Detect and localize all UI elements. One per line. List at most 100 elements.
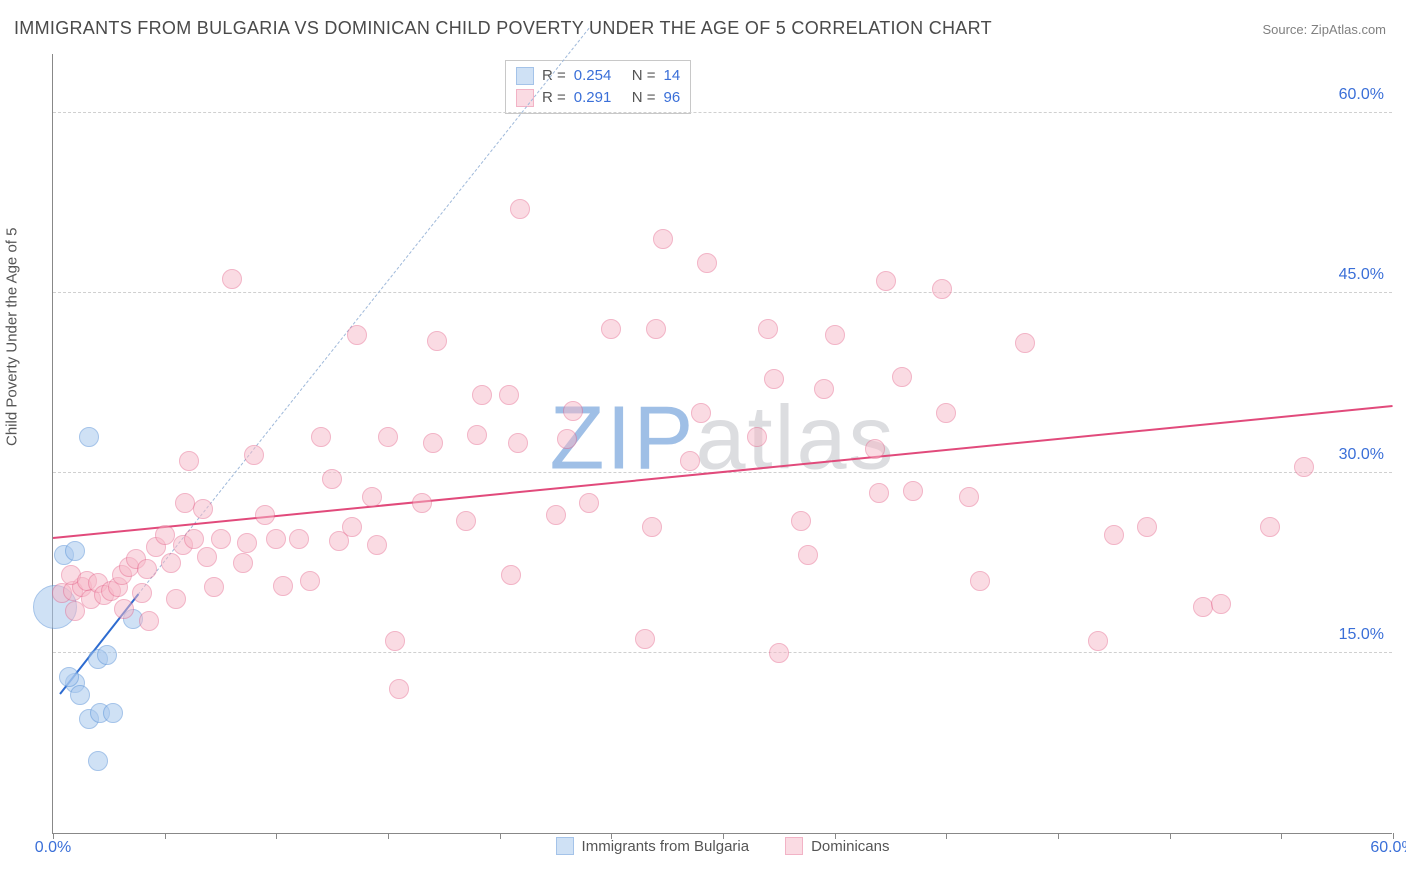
legend-series: Immigrants from Bulgaria Dominicans — [53, 837, 1392, 859]
legend-swatch — [556, 837, 574, 855]
legend-item-bulgaria: Immigrants from Bulgaria — [556, 837, 750, 855]
x-tick-mark — [388, 833, 389, 839]
scatter-point-dominicans — [501, 565, 521, 585]
scatter-point-dominicans — [691, 403, 711, 423]
scatter-point-dominicans — [635, 629, 655, 649]
scatter-point-dominicans — [1193, 597, 1213, 617]
scatter-point-dominicans — [179, 451, 199, 471]
legend-row-dominicans: R =0.291N =96 — [516, 87, 680, 109]
scatter-point-dominicans — [876, 271, 896, 291]
chart-container: IMMIGRANTS FROM BULGARIA VS DOMINICAN CH… — [0, 0, 1406, 892]
scatter-point-dominicans — [347, 325, 367, 345]
scatter-point-dominicans — [764, 369, 784, 389]
scatter-point-dominicans — [289, 529, 309, 549]
scatter-point-dominicans — [680, 451, 700, 471]
scatter-point-dominicans — [892, 367, 912, 387]
stat-label-r: R = — [542, 87, 566, 109]
y-tick-label: 45.0% — [1339, 266, 1384, 284]
scatter-point-dominicans — [211, 529, 231, 549]
scatter-point-dominicans — [132, 583, 152, 603]
scatter-point-dominicans — [427, 331, 447, 351]
scatter-point-dominicans — [423, 433, 443, 453]
scatter-point-dominicans — [1088, 631, 1108, 651]
scatter-point-dominicans — [222, 269, 242, 289]
scatter-point-dominicans — [311, 427, 331, 447]
grid-line — [53, 292, 1392, 293]
scatter-point-dominicans — [546, 505, 566, 525]
scatter-point-dominicans — [508, 433, 528, 453]
scatter-point-bulgaria — [88, 751, 108, 771]
scatter-point-dominicans — [758, 319, 778, 339]
scatter-point-dominicans — [1294, 457, 1314, 477]
scatter-point-dominicans — [814, 379, 834, 399]
stat-label-n: N = — [632, 65, 656, 87]
scatter-point-dominicans — [1015, 333, 1035, 353]
scatter-point-dominicans — [385, 631, 405, 651]
x-tick-mark — [835, 833, 836, 839]
scatter-point-dominicans — [197, 547, 217, 567]
scatter-point-dominicans — [970, 571, 990, 591]
scatter-point-dominicans — [193, 499, 213, 519]
x-tick-mark — [723, 833, 724, 839]
scatter-point-dominicans — [273, 576, 293, 596]
legend-row-bulgaria: R =0.254N =14 — [516, 65, 680, 87]
scatter-point-dominicans — [255, 505, 275, 525]
scatter-point-dominicans — [557, 429, 577, 449]
scatter-point-dominicans — [499, 385, 519, 405]
scatter-point-dominicans — [869, 483, 889, 503]
scatter-point-dominicans — [1137, 517, 1157, 537]
scatter-point-bulgaria — [65, 541, 85, 561]
scatter-point-dominicans — [204, 577, 224, 597]
scatter-point-dominicans — [1260, 517, 1280, 537]
scatter-point-bulgaria — [70, 685, 90, 705]
scatter-point-dominicans — [472, 385, 492, 405]
scatter-point-bulgaria — [79, 427, 99, 447]
x-tick-mark — [276, 833, 277, 839]
scatter-point-dominicans — [139, 611, 159, 631]
scatter-point-dominicans — [233, 553, 253, 573]
scatter-point-dominicans — [184, 529, 204, 549]
x-tick-mark — [1281, 833, 1282, 839]
scatter-point-dominicans — [300, 571, 320, 591]
stat-label-n: N = — [632, 87, 656, 109]
scatter-point-dominicans — [747, 427, 767, 447]
scatter-point-dominicans — [865, 439, 885, 459]
grid-line — [53, 652, 1392, 653]
scatter-point-dominicans — [367, 535, 387, 555]
stat-value-r: 0.254 — [574, 65, 624, 87]
x-tick-mark — [500, 833, 501, 839]
scatter-point-dominicans — [237, 533, 257, 553]
stat-value-n: 96 — [664, 87, 681, 109]
scatter-point-dominicans — [467, 425, 487, 445]
scatter-point-dominicans — [769, 643, 789, 663]
scatter-point-dominicans — [114, 599, 134, 619]
y-tick-label: 30.0% — [1339, 446, 1384, 464]
x-tick-mark — [946, 833, 947, 839]
grid-line — [53, 112, 1392, 113]
plot-area: ZIPatlas R =0.254N =14R =0.291N =96 Immi… — [52, 54, 1392, 834]
scatter-point-dominicans — [137, 559, 157, 579]
scatter-point-dominicans — [601, 319, 621, 339]
source-label: Source: ZipAtlas.com — [1262, 22, 1386, 37]
legend-label: Immigrants from Bulgaria — [582, 838, 750, 855]
scatter-point-dominicans — [456, 511, 476, 531]
scatter-point-dominicans — [389, 679, 409, 699]
legend-label: Dominicans — [811, 838, 889, 855]
scatter-point-dominicans — [936, 403, 956, 423]
scatter-point-dominicans — [322, 469, 342, 489]
scatter-point-dominicans — [166, 589, 186, 609]
x-tick-mark — [1058, 833, 1059, 839]
legend-swatch — [516, 67, 534, 85]
scatter-point-dominicans — [653, 229, 673, 249]
scatter-point-dominicans — [563, 401, 583, 421]
scatter-point-dominicans — [155, 525, 175, 545]
watermark: ZIPatlas — [549, 387, 895, 490]
scatter-point-bulgaria — [103, 703, 123, 723]
x-tick-label: 0.0% — [35, 839, 71, 857]
scatter-point-dominicans — [932, 279, 952, 299]
scatter-point-dominicans — [510, 199, 530, 219]
stat-value-n: 14 — [664, 65, 681, 87]
x-tick-mark — [611, 833, 612, 839]
chart-title: IMMIGRANTS FROM BULGARIA VS DOMINICAN CH… — [14, 18, 992, 39]
scatter-point-bulgaria — [97, 645, 117, 665]
